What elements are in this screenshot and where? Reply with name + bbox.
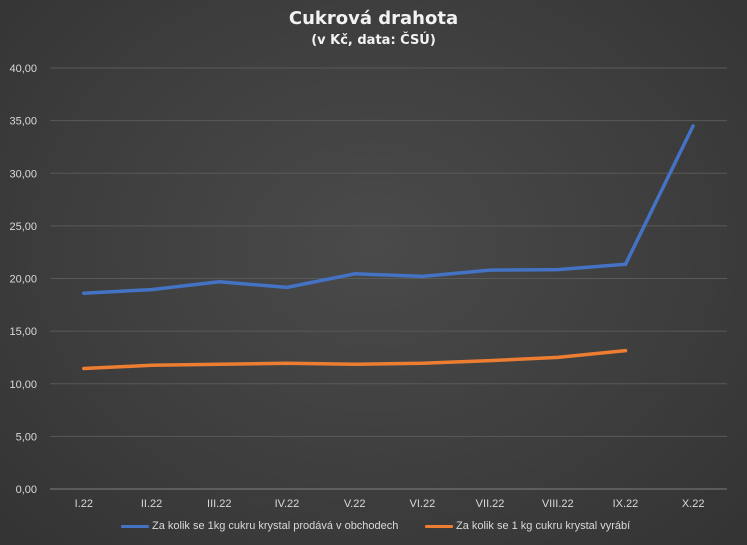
y-tick-label: 30,00 (9, 168, 37, 180)
x-tick-label: III.22 (207, 498, 231, 510)
x-tick-label: I.22 (75, 498, 93, 510)
x-tick-label: VI.22 (410, 498, 436, 510)
chart-subtitle: (v Kč, data: ČSÚ) (311, 33, 436, 48)
y-tick-label: 25,00 (9, 221, 37, 233)
x-tick-label: X.22 (682, 498, 705, 510)
chart-title: Cukrová drahota (288, 8, 459, 29)
series-line-0 (82, 124, 695, 295)
y-tick-label: 15,00 (9, 326, 37, 338)
legend-swatch-retail (121, 524, 149, 528)
x-tick-label: IX.22 (613, 498, 639, 510)
legend: Za kolik se 1kg cukru krystal prodává v … (0, 520, 747, 540)
y-tick-label: 5,00 (16, 431, 37, 443)
legend-label-retail: Za kolik se 1kg cukru krystal prodává v … (152, 520, 399, 532)
legend-item-retail: Za kolik se 1kg cukru krystal prodává v … (121, 520, 398, 532)
x-tick-label: II.22 (141, 498, 162, 510)
x-tick-label: V.22 (344, 498, 366, 510)
x-tick-label: VIII.22 (542, 498, 574, 510)
legend-label-production: Za kolik se 1 kg cukru krystal vyrábí (456, 520, 631, 532)
legend-item-production: Za kolik se 1 kg cukru krystal vyrábí (425, 520, 630, 532)
series-line-1 (82, 348, 628, 371)
x-tick-label: IV.22 (275, 498, 300, 510)
x-tick-label: VII.22 (476, 498, 505, 510)
y-tick-label: 0,00 (16, 484, 37, 496)
y-tick-label: 40,00 (9, 63, 37, 75)
y-tick-label: 35,00 (9, 116, 37, 128)
y-tick-label: 20,00 (9, 274, 37, 286)
legend-swatch-production (425, 524, 453, 528)
y-tick-label: 10,00 (9, 379, 37, 391)
